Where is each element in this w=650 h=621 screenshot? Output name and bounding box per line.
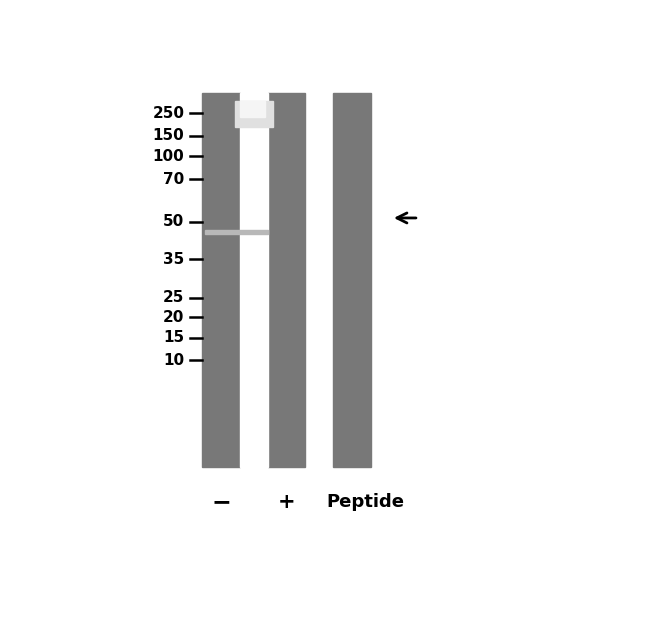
Text: 15: 15 bbox=[163, 330, 185, 345]
Text: 50: 50 bbox=[163, 214, 185, 229]
Text: 25: 25 bbox=[163, 290, 185, 305]
Text: 10: 10 bbox=[163, 353, 185, 368]
Text: 250: 250 bbox=[153, 106, 185, 120]
Text: 70: 70 bbox=[163, 172, 185, 187]
Bar bbox=[235, 101, 273, 127]
Bar bbox=[240, 101, 265, 117]
Bar bbox=[240, 93, 268, 466]
Bar bbox=[268, 93, 306, 466]
Bar bbox=[205, 230, 268, 234]
Text: 20: 20 bbox=[163, 309, 185, 325]
Bar bbox=[333, 93, 371, 466]
Text: Peptide: Peptide bbox=[327, 494, 405, 512]
Text: 100: 100 bbox=[153, 149, 185, 164]
Text: 150: 150 bbox=[153, 128, 185, 143]
Bar bbox=[202, 93, 240, 466]
Text: +: + bbox=[278, 492, 296, 512]
Text: 35: 35 bbox=[163, 252, 185, 266]
Text: −: − bbox=[211, 491, 231, 514]
